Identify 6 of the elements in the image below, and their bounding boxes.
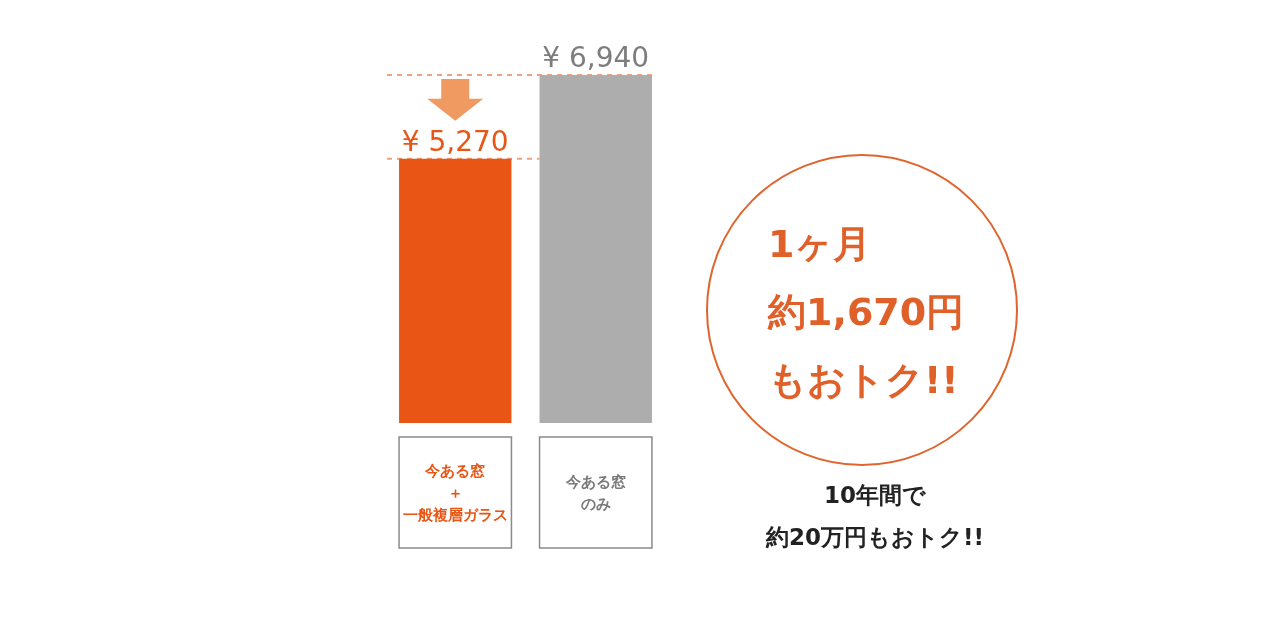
x-tick-label: 今ある窓＋一般複層ガラス [402,461,508,524]
data-label: ¥ 6,940 [542,41,650,74]
x-tick-label: 今ある窓のみ [564,472,626,513]
text: 10年間で約20万円もおトク!! [765,482,984,550]
text: 1ヶ月約1,670円もおトク!! [767,222,965,402]
data-label: ¥ 5,270 [401,124,509,158]
